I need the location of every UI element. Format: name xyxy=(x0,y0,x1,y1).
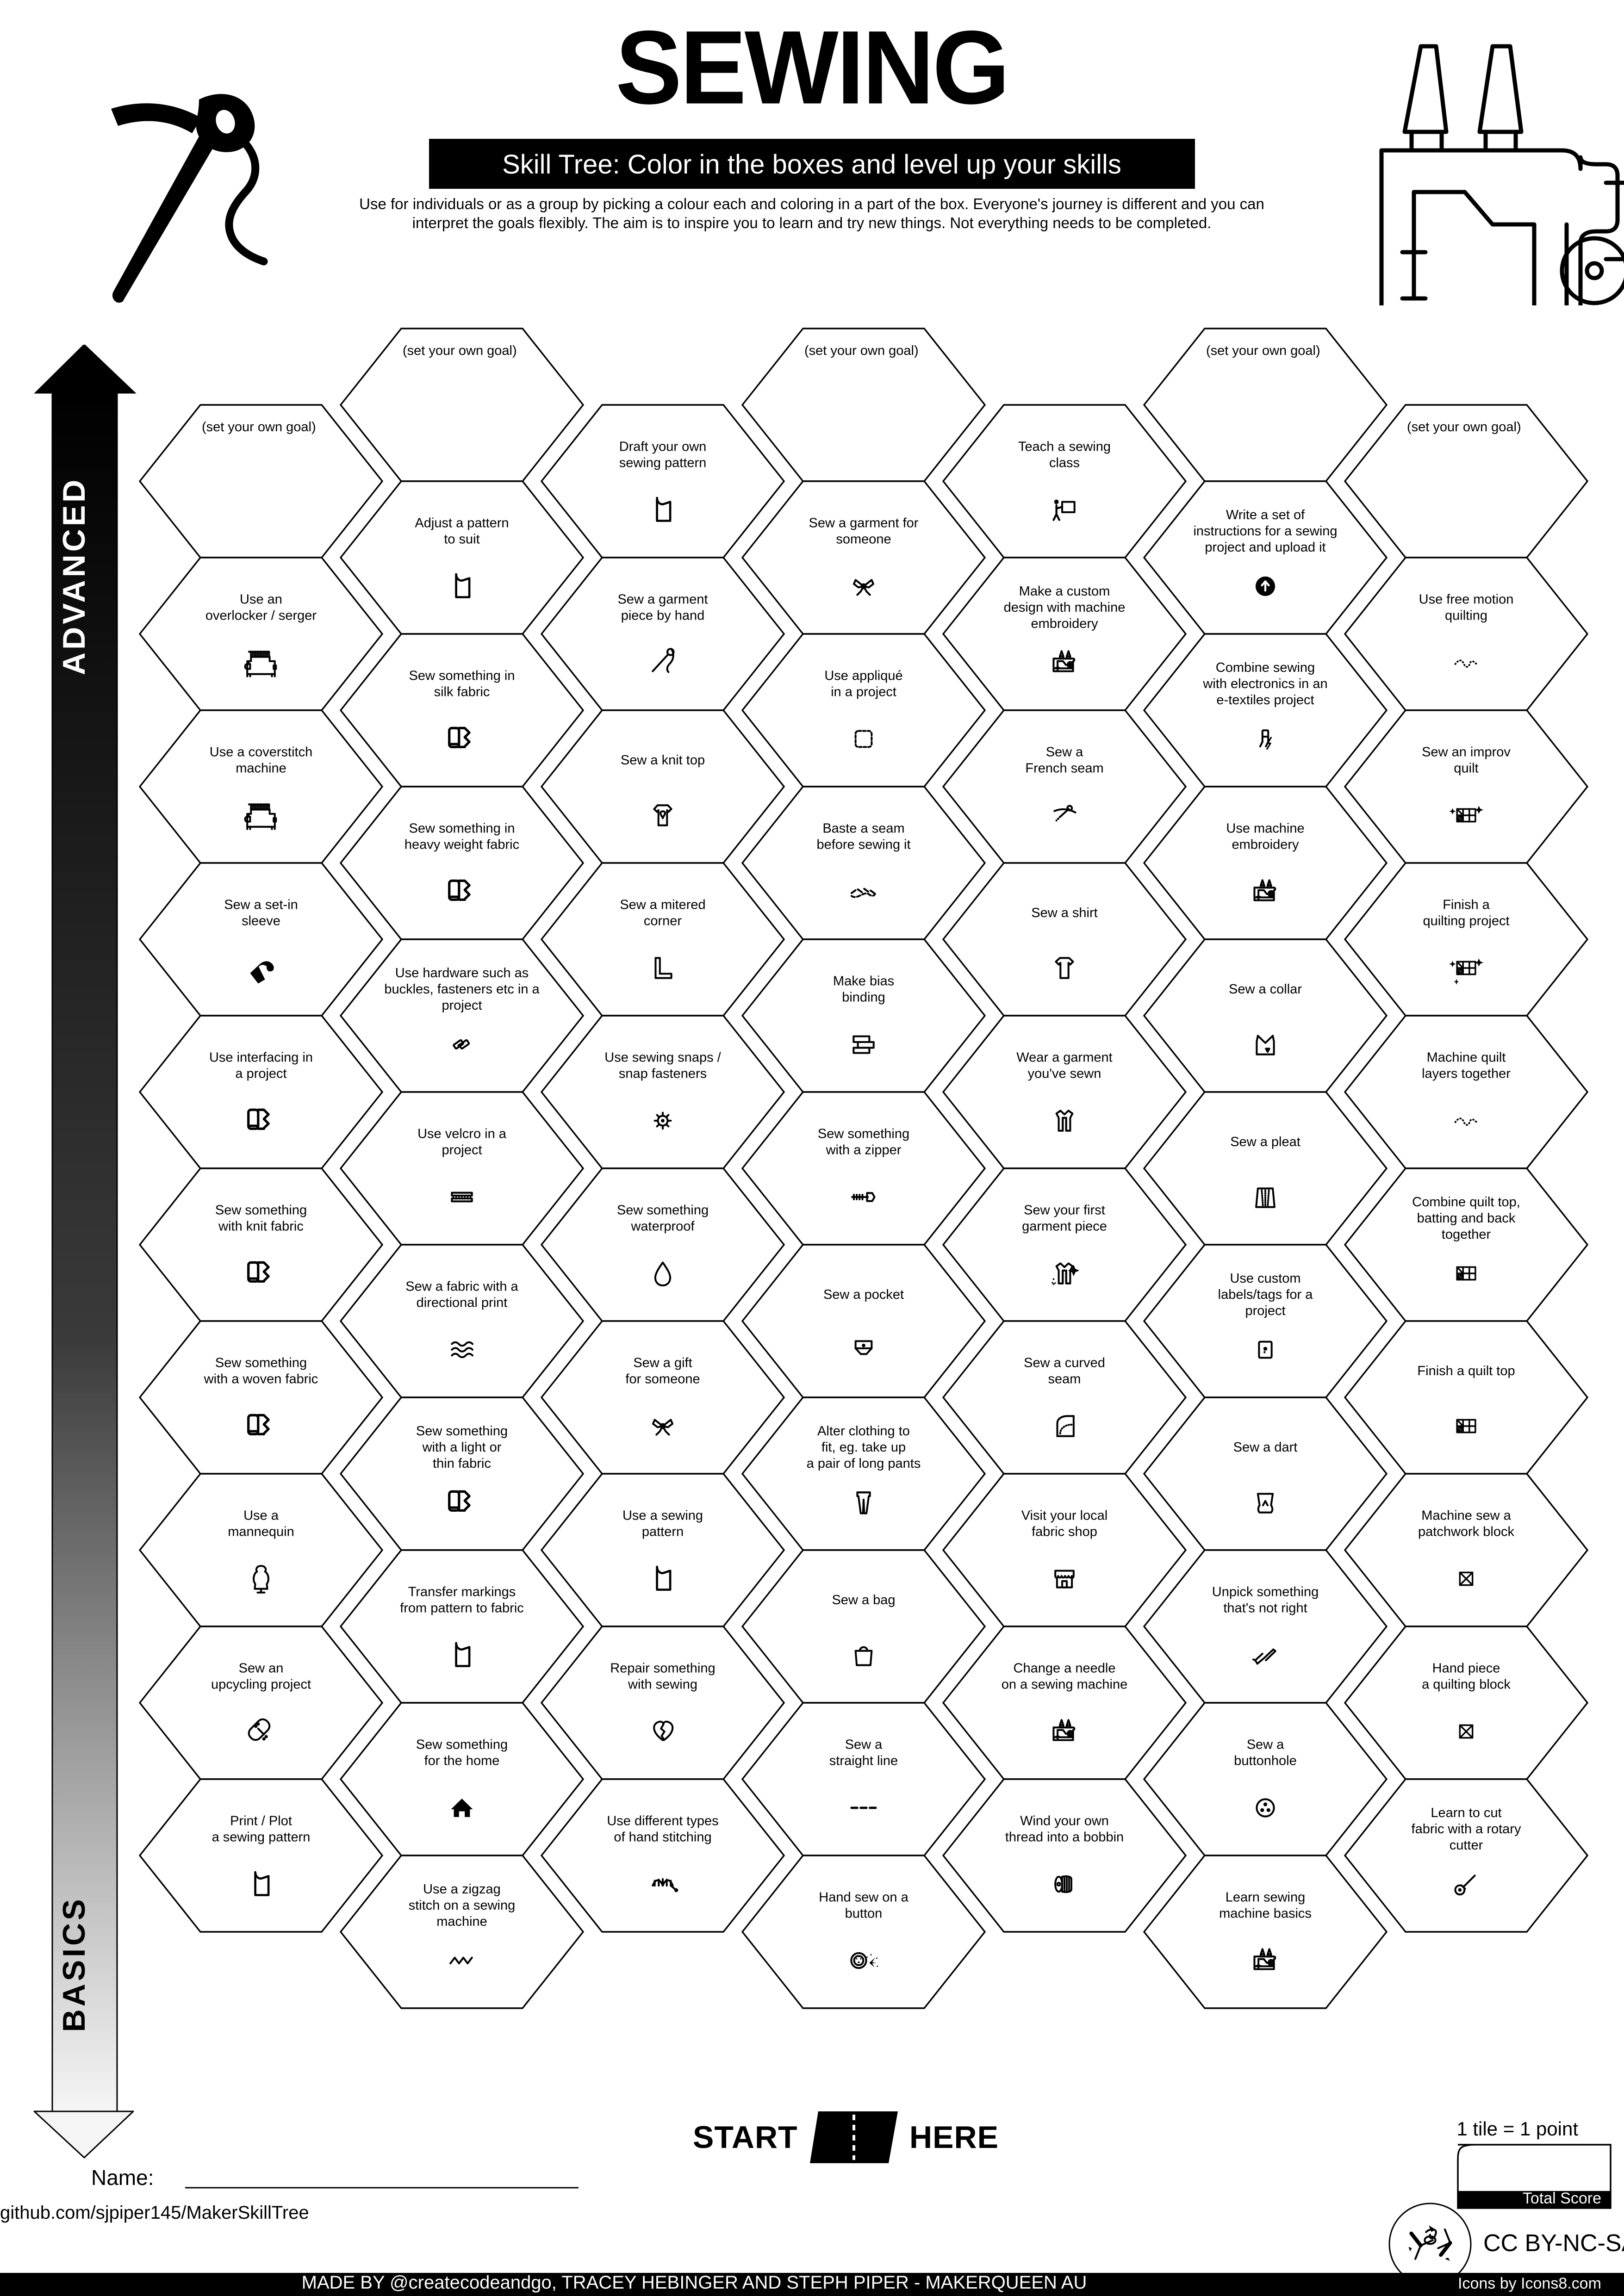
svg-text:Sew a bag: Sew a bag xyxy=(832,1593,895,1607)
svg-text:Icons by Icons8.com: Icons by Icons8.com xyxy=(1458,2275,1601,2292)
svg-text:Sew a collar: Sew a collar xyxy=(1229,982,1302,997)
svg-text:Total Score: Total Score xyxy=(1523,2190,1601,2207)
svg-text:Finish a quilt top: Finish a quilt top xyxy=(1417,1364,1515,1378)
svg-text:Sew a shirt: Sew a shirt xyxy=(1031,906,1097,920)
svg-text:ADVANCED: ADVANCED xyxy=(56,477,92,675)
svg-text:Sew a pleat: Sew a pleat xyxy=(1230,1135,1300,1149)
svg-text:(set your own goal): (set your own goal) xyxy=(403,343,517,358)
svg-text:(set your own goal): (set your own goal) xyxy=(1206,343,1320,358)
svg-text:Sew a knit top: Sew a knit top xyxy=(621,753,705,768)
svg-text:1 tile = 1 point: 1 tile = 1 point xyxy=(1456,2118,1578,2140)
svg-text:BASICS: BASICS xyxy=(56,1897,92,2032)
svg-text:github.com/sjpiper145/MakerSki: github.com/sjpiper145/MakerSkillTree xyxy=(0,2203,309,2223)
svg-text:Sew a pocket: Sew a pocket xyxy=(823,1287,904,1302)
svg-text:START: START xyxy=(693,2120,798,2155)
svg-text:(set your own goal): (set your own goal) xyxy=(1407,420,1521,434)
svg-text:(set your own goal): (set your own goal) xyxy=(202,420,316,434)
svg-text:(set your own goal): (set your own goal) xyxy=(804,343,919,358)
svg-text:MADE BY @createcodeandgo, TRAC: MADE BY @createcodeandgo, TRACEY HEBINGE… xyxy=(302,2272,1087,2293)
svg-text:Sew a dart: Sew a dart xyxy=(1233,1440,1298,1455)
svg-text:Name:: Name: xyxy=(91,2166,154,2190)
svg-text:CC BY-NC-SA 4.0: CC BY-NC-SA 4.0 xyxy=(1483,2230,1624,2257)
svg-text:HERE: HERE xyxy=(909,2120,999,2155)
